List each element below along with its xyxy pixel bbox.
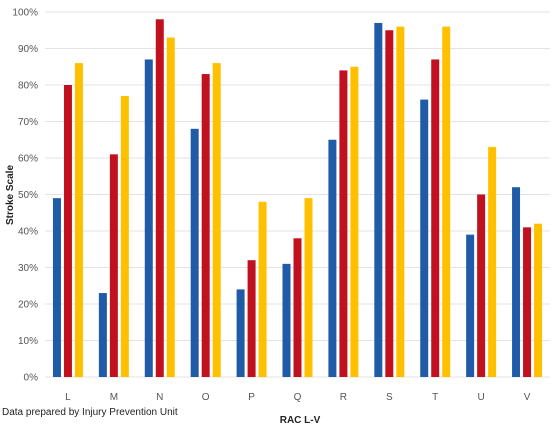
bar-o-series-2: [201, 74, 210, 378]
footnote: Data prepared by Injury Prevention Unit: [2, 407, 178, 418]
x-tick-label: R: [340, 392, 347, 403]
x-tick-label: M: [110, 392, 118, 403]
bar-r-series-1: [328, 139, 337, 377]
y-tick-label: 0%: [24, 373, 39, 384]
bar-u-series-3: [488, 147, 497, 377]
gridlines: [45, 11, 550, 378]
bar-s-series-1: [374, 22, 383, 377]
bar-p-series-2: [247, 260, 256, 377]
bar-l-series-3: [74, 63, 83, 377]
y-tick-label: 80%: [18, 81, 38, 92]
y-tick-label: 40%: [18, 227, 38, 238]
bar-l-series-2: [63, 85, 72, 377]
x-tick-label: N: [156, 392, 163, 403]
y-axis-title: Stroke Scale: [5, 165, 16, 225]
y-tick-label: 70%: [18, 117, 38, 128]
x-tick-label: S: [386, 392, 393, 403]
y-tick-label: 20%: [18, 300, 38, 311]
bar-r-series-2: [339, 70, 348, 378]
bar-u-series-2: [477, 194, 486, 377]
bar-o-series-1: [190, 128, 199, 377]
bar-r-series-3: [350, 66, 359, 377]
bar-q-series-2: [293, 238, 302, 377]
bar-u-series-1: [466, 234, 475, 377]
y-tick-label: 30%: [18, 263, 38, 274]
bar-m-series-1: [98, 293, 107, 377]
x-axis-title: RAC L-V: [280, 415, 321, 426]
bar-l-series-1: [52, 198, 61, 377]
bars: [52, 19, 543, 378]
y-tick-label: 50%: [18, 190, 38, 201]
bar-o-series-3: [212, 63, 221, 377]
bar-s-series-3: [396, 26, 405, 377]
bar-p-series-3: [258, 201, 267, 377]
bar-p-series-1: [236, 289, 245, 377]
x-tick-label: V: [524, 392, 531, 403]
y-tick-label: 100%: [12, 8, 38, 19]
y-tick-label: 60%: [18, 154, 38, 165]
x-tick-label: U: [478, 392, 485, 403]
bar-t-series-3: [442, 26, 451, 377]
y-tick-label: 90%: [18, 44, 38, 55]
bar-v-series-3: [534, 223, 543, 377]
x-tick-label: T: [432, 392, 438, 403]
bar-n-series-2: [155, 19, 164, 378]
bar-m-series-3: [120, 95, 129, 377]
y-axis-ticks: 0% 10% 20% 30% 40% 50% 60% 70% 80% 90% 100%: [12, 8, 38, 384]
x-tick-label: P: [248, 392, 255, 403]
x-tick-label: Q: [294, 392, 302, 403]
bar-m-series-2: [109, 154, 118, 377]
bar-q-series-3: [304, 198, 313, 377]
x-tick-label: O: [202, 392, 210, 403]
bar-v-series-2: [523, 227, 532, 377]
bar-t-series-1: [420, 99, 429, 377]
x-axis-ticks: L M N O P Q R S T U V: [65, 392, 531, 403]
bar-t-series-2: [431, 59, 440, 377]
bar-s-series-2: [385, 30, 394, 377]
bar-n-series-1: [144, 59, 153, 377]
bar-q-series-1: [282, 263, 291, 377]
y-tick-label: 10%: [18, 336, 38, 347]
x-tick-label: L: [65, 392, 71, 403]
bar-n-series-3: [166, 37, 175, 378]
bar-v-series-1: [512, 187, 521, 377]
